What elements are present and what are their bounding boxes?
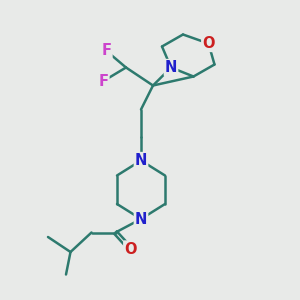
Text: N: N: [165, 60, 177, 75]
Text: N: N: [135, 212, 147, 226]
Text: F: F: [101, 44, 112, 59]
Text: N: N: [135, 153, 147, 168]
Text: O: O: [124, 242, 137, 256]
Text: F: F: [98, 74, 109, 88]
Text: O: O: [202, 36, 215, 51]
